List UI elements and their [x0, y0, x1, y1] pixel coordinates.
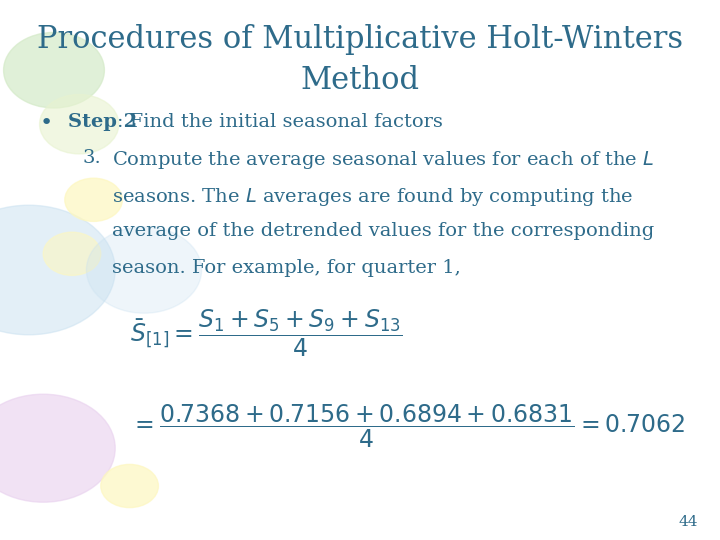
Circle shape — [43, 232, 101, 275]
Text: average of the detrended values for the corresponding: average of the detrended values for the … — [112, 222, 654, 240]
Circle shape — [4, 32, 104, 108]
Text: Procedures of Multiplicative Holt-Winters: Procedures of Multiplicative Holt-Winter… — [37, 24, 683, 55]
Text: 3.: 3. — [83, 149, 102, 167]
Circle shape — [40, 94, 119, 154]
Circle shape — [0, 394, 115, 502]
Text: Compute the average seasonal values for each of the $L$: Compute the average seasonal values for … — [112, 149, 654, 171]
Circle shape — [65, 178, 122, 221]
Text: $= \dfrac{0.7368 + 0.7156 + 0.6894 + 0.6831}{4} = 0.7062$: $= \dfrac{0.7368 + 0.7156 + 0.6894 + 0.6… — [130, 402, 685, 450]
Text: 44: 44 — [679, 515, 698, 529]
Circle shape — [101, 464, 158, 508]
Circle shape — [86, 227, 202, 313]
Text: : Find the initial seasonal factors: : Find the initial seasonal factors — [117, 113, 444, 131]
Text: seasons. The $L$ averages are found by computing the: seasons. The $L$ averages are found by c… — [112, 186, 633, 208]
Text: Step 2: Step 2 — [68, 113, 138, 131]
Text: season. For example, for quarter 1,: season. For example, for quarter 1, — [112, 259, 460, 277]
Text: •: • — [40, 113, 53, 133]
Text: Method: Method — [300, 65, 420, 96]
Circle shape — [0, 205, 115, 335]
Text: $\bar{S}_{[1]} = \dfrac{S_1 + S_5 + S_9 + S_{13}}{4}$: $\bar{S}_{[1]} = \dfrac{S_1 + S_5 + S_9 … — [130, 308, 402, 360]
